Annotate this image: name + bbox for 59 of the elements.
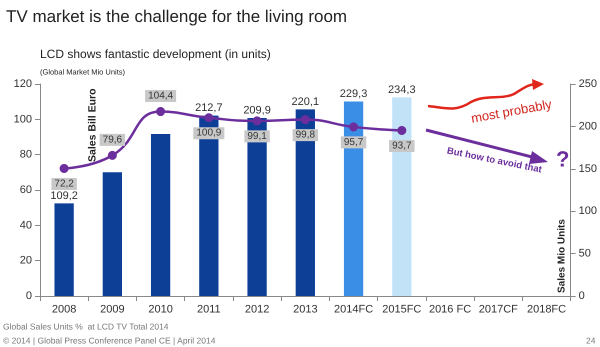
- point: [60, 164, 69, 173]
- bar: [150, 134, 170, 296]
- x-tick-label: 2015FC: [382, 304, 422, 316]
- data-label: 104,4: [148, 90, 174, 102]
- x-tick-label: 2011: [197, 304, 221, 316]
- y2-tick-label: 200: [578, 120, 598, 132]
- text: © 2014 | Global Press Conference Panel CE | April 2014: [3, 336, 216, 346]
- y-tick-label: 40: [20, 219, 32, 232]
- bar: [54, 203, 74, 296]
- bar: [102, 172, 122, 296]
- y2-tick-label: 100: [578, 205, 598, 218]
- y-tick-label: 60: [20, 184, 32, 196]
- y-tick-label: 0: [26, 290, 32, 302]
- point: [252, 116, 262, 126]
- x-tick-label: 2016 FC: [428, 304, 472, 316]
- text: Global Sales Units % at LCD TV Total 2014: [3, 322, 169, 332]
- y2-tick-label: 250: [578, 78, 598, 90]
- x-tick-label: 2014FC: [334, 304, 374, 316]
- data-label: 220,1: [292, 96, 320, 108]
- data-label: 79,6: [102, 134, 123, 146]
- y-tick-label: 80: [20, 148, 32, 161]
- data-label: 212,7: [195, 102, 223, 114]
- y2-tick-label: 0: [578, 290, 585, 302]
- annotation: ?: [556, 146, 570, 172]
- y2-axis-title: Sales Mio Units: [556, 218, 568, 293]
- data-label: 95,7: [344, 136, 364, 148]
- data-label: 93,7: [392, 140, 412, 152]
- point: [397, 126, 406, 135]
- data-label: 229,3: [340, 88, 368, 100]
- text: 24: [586, 336, 596, 346]
- data-label: 209,9: [243, 104, 271, 117]
- chart-title: TV market is the challenge for the living room: [6, 7, 348, 26]
- y-tick-label: 100: [14, 113, 32, 126]
- x-tick-label: 2010: [148, 304, 173, 316]
- x-tick-label: 2009: [100, 304, 125, 316]
- data-label: 234,3: [388, 84, 416, 96]
- point: [204, 113, 214, 122]
- data-label: 99,8: [296, 130, 316, 141]
- data-label: 99,1: [247, 130, 268, 142]
- x-tick-label: 2008: [52, 304, 76, 316]
- y-tick-label: 120: [14, 78, 32, 90]
- x-tick-label: 2012: [244, 304, 270, 316]
- point: [108, 150, 117, 160]
- y2-tick-label: 150: [578, 162, 598, 175]
- annotation: But how to avoid that: [446, 146, 544, 176]
- x-tick-label: 2017CF: [478, 304, 518, 316]
- data-label: 109,2: [50, 190, 78, 202]
- data-label: 72,2: [54, 178, 74, 190]
- x-tick-label: 2013: [293, 304, 318, 316]
- data-label: 100,9: [196, 128, 222, 139]
- y2-tick-label: 50: [578, 248, 591, 260]
- y-axis-title: Sales Bill Euro: [86, 88, 98, 162]
- x-tick-label: 2018FC: [526, 304, 566, 316]
- annotation: most probably: [470, 96, 554, 126]
- y-tick-label: 20: [20, 254, 32, 267]
- point: [156, 107, 166, 116]
- chart-subtitle: LCD shows fantastic development (in units): [40, 47, 271, 61]
- point: [300, 115, 310, 124]
- point: [349, 122, 358, 132]
